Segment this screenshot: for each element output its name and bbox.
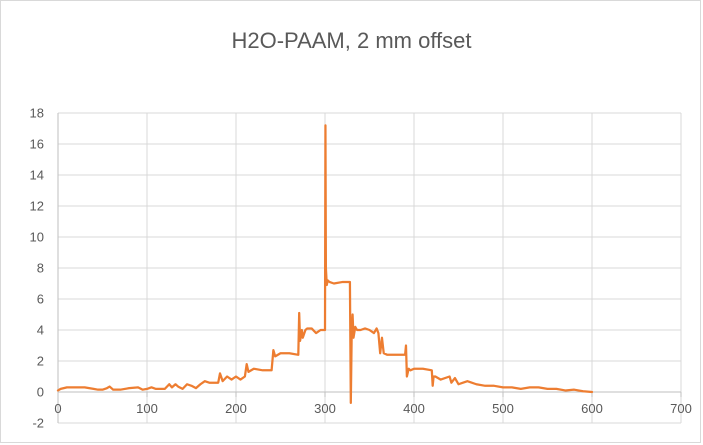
y-tick-label: 16 xyxy=(30,137,44,152)
axes xyxy=(57,113,682,423)
y-tick-label: 2 xyxy=(37,354,44,369)
y-tick-label: 14 xyxy=(30,168,44,183)
y-tick-labels: -2 0 2 4 6 8 10 12 14 16 18 xyxy=(30,106,44,431)
y-tick-label: 0 xyxy=(37,385,44,400)
grid xyxy=(58,112,682,424)
x-tick-label: 600 xyxy=(581,401,603,416)
series-line xyxy=(56,124,594,404)
x-tick-label: 400 xyxy=(403,401,425,416)
chart-title: H2O-PAAM, 2 mm offset xyxy=(231,28,472,53)
x-tick-label: 500 xyxy=(492,401,514,416)
series-layer xyxy=(56,124,594,404)
y-tick-label: -2 xyxy=(32,416,44,431)
y-tick-label: 10 xyxy=(30,230,44,245)
x-tick-labels: 0 100 200 300 400 500 600 700 xyxy=(54,401,691,416)
y-tick-label: 12 xyxy=(30,199,44,214)
y-tick-label: 6 xyxy=(37,292,44,307)
y-tick-label: 8 xyxy=(37,261,44,276)
x-tick-label: 300 xyxy=(314,401,336,416)
x-tick-label: 200 xyxy=(225,401,247,416)
x-tick-label: 700 xyxy=(670,401,692,416)
x-tick-label: 0 xyxy=(54,401,61,416)
y-tick-label: 4 xyxy=(37,323,44,338)
y-tick-label: 18 xyxy=(30,106,44,121)
x-tick-label: 100 xyxy=(136,401,158,416)
